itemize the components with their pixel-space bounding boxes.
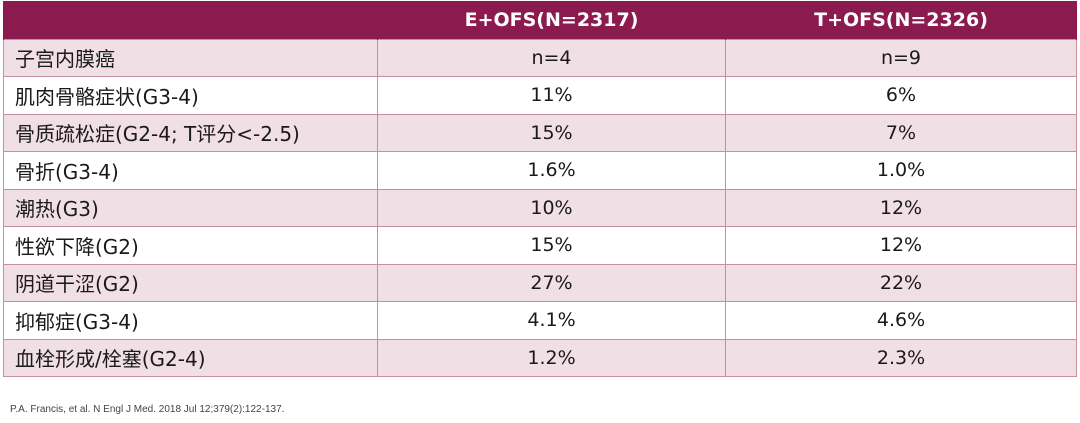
e-ofs-value: 4.1% <box>377 301 726 340</box>
row-label: 潮热(G3) <box>3 188 378 227</box>
adverse-events-table: E+OFS(N=2317) T+OFS(N=2326) 子宫内膜癌 n=4 n=… <box>3 1 1077 377</box>
e-ofs-value: 15% <box>377 226 726 265</box>
row-label: 性欲下降(G2) <box>3 226 378 265</box>
row-label: 骨质疏松症(G2-4; T评分<-2.5) <box>3 113 378 152</box>
table-row: 血栓形成/栓塞(G2-4) 1.2% 2.3% <box>3 338 1077 377</box>
row-label: 抑郁症(G3-4) <box>3 301 378 340</box>
t-ofs-value: 1.0% <box>725 151 1077 190</box>
table-header-row: E+OFS(N=2317) T+OFS(N=2326) <box>3 1 1077 39</box>
t-ofs-value: 7% <box>725 113 1077 152</box>
e-ofs-value: 11% <box>377 76 726 115</box>
table-row: 阴道干涩(G2) 27% 22% <box>3 263 1077 302</box>
t-ofs-value: 4.6% <box>725 301 1077 340</box>
t-ofs-value: 6% <box>725 76 1077 115</box>
row-label: 骨折(G3-4) <box>3 151 378 190</box>
e-ofs-value: 1.2% <box>377 338 726 377</box>
t-ofs-value: n=9 <box>725 38 1077 77</box>
e-ofs-value: 10% <box>377 188 726 227</box>
e-ofs-value: 15% <box>377 113 726 152</box>
header-empty-cell <box>3 1 378 39</box>
table-row: 骨质疏松症(G2-4; T评分<-2.5) 15% 7% <box>3 113 1077 152</box>
t-ofs-value: 12% <box>725 188 1077 227</box>
t-ofs-value: 12% <box>725 226 1077 265</box>
t-ofs-value: 22% <box>725 263 1077 302</box>
header-e-ofs: E+OFS(N=2317) <box>377 1 726 39</box>
adverse-events-table-container: E+OFS(N=2317) T+OFS(N=2326) 子宫内膜癌 n=4 n=… <box>3 1 1077 377</box>
table-row: 骨折(G3-4) 1.6% 1.0% <box>3 151 1077 190</box>
table-row: 抑郁症(G3-4) 4.1% 4.6% <box>3 301 1077 340</box>
e-ofs-value: n=4 <box>377 38 726 77</box>
table-row: 潮热(G3) 10% 12% <box>3 188 1077 227</box>
row-label: 子宫内膜癌 <box>3 38 378 77</box>
citation-footnote: P.A. Francis, et al. N Engl J Med. 2018 … <box>10 404 285 415</box>
header-t-ofs: T+OFS(N=2326) <box>725 1 1077 39</box>
e-ofs-value: 27% <box>377 263 726 302</box>
t-ofs-value: 2.3% <box>725 338 1077 377</box>
e-ofs-value: 1.6% <box>377 151 726 190</box>
table-row: 子宫内膜癌 n=4 n=9 <box>3 38 1077 77</box>
table-row: 性欲下降(G2) 15% 12% <box>3 226 1077 265</box>
row-label: 肌肉骨骼症状(G3-4) <box>3 76 378 115</box>
row-label: 血栓形成/栓塞(G2-4) <box>3 338 378 377</box>
row-label: 阴道干涩(G2) <box>3 263 378 302</box>
table-row: 肌肉骨骼症状(G3-4) 11% 6% <box>3 76 1077 115</box>
